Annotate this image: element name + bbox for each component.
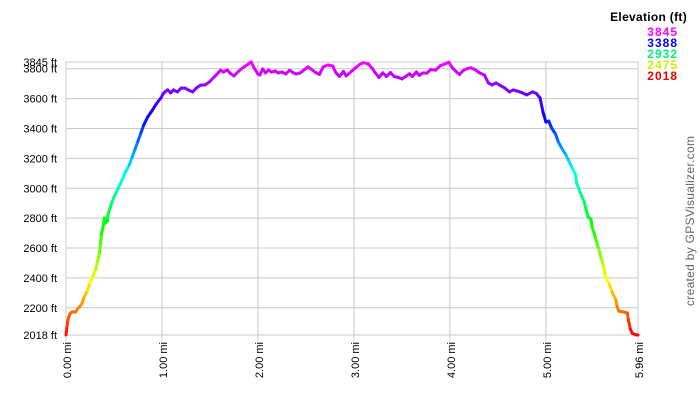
x-axis-label: 0.00 mi: [62, 342, 74, 378]
legend-entry: 2018: [647, 69, 678, 83]
legend-entry: 2475: [647, 58, 678, 72]
elevation-line-segment: [590, 224, 598, 241]
elevation-line-segment: [626, 318, 632, 331]
y-axis-label: 2018 ft: [23, 330, 57, 342]
x-axis-label: 3.00 mi: [350, 342, 362, 378]
y-axis-label: 3400 ft: [23, 123, 57, 135]
elevation-line-segment: [98, 241, 103, 254]
legend-entry: 3388: [647, 36, 678, 50]
x-axis-label: 1.00 mi: [158, 342, 170, 378]
legend-entry: 2932: [647, 47, 678, 61]
y-axis-label: 3800 ft: [23, 64, 57, 76]
elevation-line-segment: [594, 237, 601, 251]
legend: Elevation (ft) 3845 3388 2932 2475 2018: [610, 10, 687, 82]
elevation-line-segment: [597, 247, 603, 261]
elevation-line-segment: [538, 96, 545, 114]
elevation-line-segment: [100, 223, 105, 236]
y-axis-label: 3000 ft: [23, 183, 57, 195]
elevation-line-segment: [99, 232, 103, 245]
x-axis-label: 4.00 mi: [446, 342, 458, 378]
y-axis-label: 3200 ft: [23, 153, 57, 165]
legend-entries: 3845 3388 2932 2475 2018: [610, 25, 687, 83]
x-axis-label: 2.00 mi: [254, 342, 266, 378]
legend-entry: 3845: [647, 25, 678, 39]
x-axis-label: 5.96 mi: [634, 342, 646, 378]
y-axis-label: 3845 ft: [23, 57, 57, 69]
y-axis-label: 3600 ft: [23, 94, 57, 106]
legend-title: Elevation (ft): [610, 10, 687, 24]
y-axis-label: 2400 ft: [23, 273, 57, 285]
elevation-line-segment: [575, 181, 582, 195]
watermark-credit: created by GPSVisualizer.com: [683, 135, 697, 306]
elevation-line-segment: [541, 110, 548, 124]
elevation-line-segment: [601, 264, 607, 278]
elevation-line-segment: [578, 191, 586, 204]
elevation-line-segment: [96, 250, 102, 263]
y-axis-label: 2800 ft: [23, 213, 57, 225]
y-axis-label: 2600 ft: [23, 243, 57, 255]
y-axis-label: 2200 ft: [23, 303, 57, 315]
plot-border: [65, 61, 639, 336]
x-axis-label: 5.00 mi: [542, 342, 554, 378]
